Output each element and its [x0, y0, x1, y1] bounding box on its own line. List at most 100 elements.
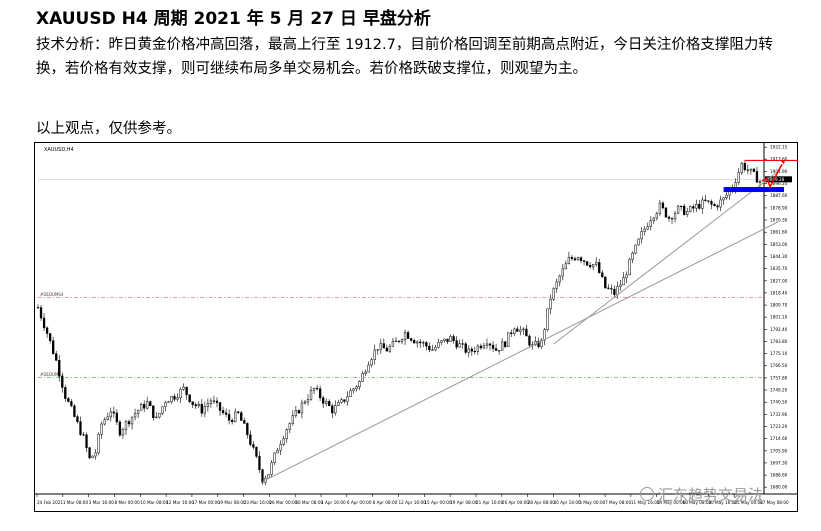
candle-body — [103, 419, 106, 425]
candle-body — [431, 349, 434, 351]
candle-body — [437, 342, 440, 348]
candle-body — [591, 264, 595, 268]
candle-body — [537, 341, 540, 347]
candle-body — [579, 257, 583, 261]
candle-body — [94, 452, 97, 457]
candle-body — [416, 341, 419, 344]
candle-body — [127, 421, 131, 425]
level-label-lower: #DEDUMS3 — [40, 372, 64, 377]
candle-body — [182, 386, 185, 390]
candle-body — [100, 423, 103, 435]
candle-body — [273, 452, 276, 463]
candle-body — [679, 205, 683, 207]
candle-body — [328, 401, 331, 407]
candle-body — [470, 348, 473, 352]
candle-body — [124, 421, 128, 430]
y-tick-label: 1870.30 — [770, 217, 788, 222]
candle-body — [667, 216, 671, 219]
candle-body — [382, 343, 385, 349]
candle-body — [422, 342, 425, 344]
candle-body — [595, 262, 598, 265]
candle-body — [434, 347, 437, 351]
candle-body — [452, 336, 455, 341]
candle-body — [282, 438, 285, 445]
x-tick-label: 25 May 00:00 — [734, 500, 763, 505]
y-tick-label: 1922.15 — [770, 145, 788, 150]
y-tick-label: 1697.30 — [770, 460, 788, 465]
candle-body — [555, 281, 558, 289]
candle-body — [334, 405, 337, 414]
candle-body — [309, 389, 313, 400]
candle-body — [164, 402, 167, 408]
wechat-channel-icon — [640, 487, 654, 501]
analysis-text: 技术分析：昨日黄金价格冲高回落，最高上行至 1912.7，目前价格回调至前期高点… — [36, 37, 773, 77]
y-tick-label: 1740.50 — [770, 400, 788, 405]
candle-body — [631, 252, 634, 260]
candle-body — [413, 340, 416, 344]
trendline-long — [262, 221, 779, 483]
candle-body — [443, 338, 446, 341]
candle-body — [528, 335, 531, 346]
candle-body — [601, 272, 604, 278]
candle-body — [522, 328, 525, 331]
candle-body — [740, 162, 743, 173]
candle-body — [743, 162, 746, 171]
candle-body — [261, 469, 264, 483]
candle-body — [88, 447, 91, 459]
candle-body — [610, 288, 613, 290]
candle-body — [692, 206, 695, 209]
y-tick-label: 1809.70 — [770, 303, 788, 308]
candle-body — [746, 169, 750, 171]
candle-body — [546, 308, 549, 330]
candle-body — [561, 268, 564, 277]
y-tick-label: 1801.10 — [770, 315, 788, 320]
candle-body — [64, 387, 67, 399]
x-tick-label: 19 Mar 08:00 — [218, 500, 246, 505]
candle-body — [719, 199, 722, 208]
candle-body — [628, 259, 631, 276]
candle-body — [670, 218, 674, 220]
x-axis: 24 Feb 2021 1 Mar 08:00 3 Mar 16:00 8 Mar 0… — [36, 494, 789, 505]
candle-body — [227, 414, 231, 421]
y-axis: 1922.151913.601904.901896.201887.601878.… — [38, 145, 792, 490]
candle-body — [607, 287, 610, 289]
y-tick-label: 1853.00 — [770, 242, 788, 247]
x-tick-label: 15 Apr 00:00 — [424, 500, 452, 505]
candle-body — [446, 338, 449, 342]
x-tick-label: 1 Apr 16:00 — [321, 500, 346, 505]
candle-body — [458, 343, 461, 348]
candle-body — [716, 205, 719, 208]
candle-body — [224, 412, 228, 415]
candle-body — [619, 284, 622, 287]
candle-body — [673, 212, 677, 220]
x-tick-label: 21 Apr 16:00 — [476, 500, 504, 505]
candle-body — [237, 411, 240, 413]
y-tick-label: 1913.60 — [770, 157, 788, 162]
candle-body — [585, 261, 589, 266]
watermark: 汇东趋势交易法 — [640, 484, 763, 505]
candle-body — [419, 341, 422, 344]
x-tick-label: 12 Apr 16:00 — [399, 500, 427, 505]
y-tick-label: 1835.70 — [770, 266, 788, 271]
candle-body — [291, 415, 294, 424]
y-tick-label: 1731.90 — [770, 412, 788, 417]
candle-body — [325, 401, 328, 404]
candle-body — [643, 228, 646, 232]
candle-body — [455, 340, 458, 348]
y-tick-label: 1775.10 — [770, 351, 788, 356]
candle-body — [516, 328, 519, 332]
candle-body — [373, 349, 376, 360]
candle-body — [58, 360, 61, 377]
candle-body — [558, 275, 561, 283]
candle-body — [449, 336, 452, 342]
candle-body — [582, 260, 586, 262]
x-tick-label: 1 Mar 08:00 — [63, 500, 89, 505]
candle-body — [252, 444, 255, 448]
candle-body — [552, 288, 555, 300]
candle-body — [637, 238, 640, 246]
x-tick-label: 30 Mar 08:00 — [295, 500, 323, 505]
candle-body — [97, 433, 100, 454]
y-tick-label: 1861.60 — [770, 230, 788, 235]
candle-body — [76, 416, 79, 422]
candle-body — [346, 396, 349, 402]
